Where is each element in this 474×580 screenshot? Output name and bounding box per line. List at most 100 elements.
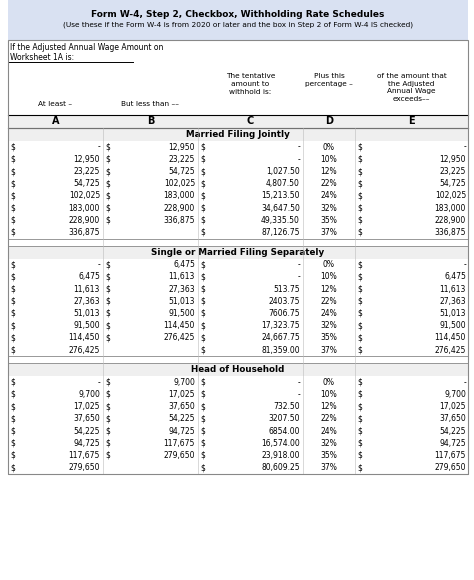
Text: $: $ [200,402,205,411]
Text: 336,875: 336,875 [164,216,195,225]
Text: $: $ [105,167,110,176]
Text: 732.50: 732.50 [273,402,300,411]
Text: 17,025: 17,025 [168,390,195,399]
Text: $: $ [10,402,15,411]
Text: $: $ [357,167,362,176]
Text: 17,323.75: 17,323.75 [261,321,300,330]
Text: Plus this
percentage –: Plus this percentage – [305,73,353,87]
Text: 80,609.25: 80,609.25 [261,463,300,472]
Text: 32%: 32% [320,439,337,448]
Text: $: $ [357,191,362,201]
Text: 117,675: 117,675 [164,439,195,448]
Text: $: $ [357,321,362,330]
Text: 7606.75: 7606.75 [268,309,300,318]
Text: 336,875: 336,875 [435,228,466,237]
Text: $: $ [10,179,15,188]
Text: 37,650: 37,650 [439,414,466,423]
Text: 117,675: 117,675 [69,451,100,460]
Text: $: $ [10,273,15,281]
Text: $: $ [10,309,15,318]
Text: The tentative
amount to
withhold is:: The tentative amount to withhold is: [226,73,275,95]
Text: $: $ [105,427,110,436]
Text: $: $ [357,309,362,318]
Text: 94,725: 94,725 [168,427,195,436]
Text: 513.75: 513.75 [273,285,300,293]
Text: $: $ [105,439,110,448]
Text: 183,000: 183,000 [164,191,195,201]
Text: $: $ [357,297,362,306]
Text: -: - [97,260,100,269]
Text: -: - [463,378,466,387]
Text: $: $ [105,297,110,306]
Text: $: $ [105,414,110,423]
Text: $: $ [105,451,110,460]
Text: $: $ [200,204,205,213]
Text: $: $ [10,155,15,164]
Text: 10%: 10% [320,390,337,399]
Text: 23,918.00: 23,918.00 [262,451,300,460]
Text: 54,725: 54,725 [439,179,466,188]
Text: $: $ [200,334,205,342]
Text: $: $ [105,155,110,164]
Text: Form W-4, Step 2, Checkbox, Withholding Rate Schedules: Form W-4, Step 2, Checkbox, Withholding … [91,10,385,19]
Text: 87,126.75: 87,126.75 [262,228,300,237]
Text: 27,363: 27,363 [168,285,195,293]
Text: $: $ [357,216,362,225]
Text: $: $ [357,451,362,460]
Text: 0%: 0% [323,378,335,387]
Text: $: $ [105,273,110,281]
Text: $: $ [200,439,205,448]
Text: $: $ [105,191,110,201]
Text: 37,650: 37,650 [168,402,195,411]
Text: Single or Married Filing Separately: Single or Married Filing Separately [151,248,325,256]
Text: -: - [297,143,300,151]
Text: 228,900: 228,900 [69,216,100,225]
Text: $: $ [357,179,362,188]
Text: $: $ [357,414,362,423]
Text: $: $ [200,260,205,269]
Bar [8,128,468,141]
Text: 228,900: 228,900 [164,204,195,213]
Text: 6854.00: 6854.00 [268,427,300,436]
Text: $: $ [357,204,362,213]
Text: -: - [297,378,300,387]
Text: $: $ [357,334,362,342]
Text: 54,225: 54,225 [439,427,466,436]
Text: $: $ [105,216,110,225]
Text: $: $ [200,378,205,387]
Text: $: $ [10,260,15,269]
Text: 6,475: 6,475 [78,273,100,281]
Text: $: $ [10,414,15,423]
Text: 12,950: 12,950 [439,155,466,164]
Text: -: - [297,273,300,281]
Text: 51,013: 51,013 [439,309,466,318]
Text: $: $ [105,179,110,188]
Text: 102,025: 102,025 [435,191,466,201]
Text: 12%: 12% [321,167,337,176]
Text: 0%: 0% [323,260,335,269]
Text: 91,500: 91,500 [168,309,195,318]
Bar [8,245,468,259]
Text: 9,700: 9,700 [173,378,195,387]
Text: 51,013: 51,013 [168,297,195,306]
Text: $: $ [10,204,15,213]
Text: 22%: 22% [321,179,337,188]
Text: 102,025: 102,025 [69,191,100,201]
Text: $: $ [200,346,205,354]
Text: $: $ [10,346,15,354]
Text: At least –: At least – [38,101,73,107]
Text: $: $ [10,390,15,399]
Text: $: $ [10,167,15,176]
Text: $: $ [357,390,362,399]
Text: $: $ [357,378,362,387]
Text: 228,900: 228,900 [435,216,466,225]
Text: -: - [297,260,300,269]
Text: $: $ [357,439,362,448]
Text: 54,225: 54,225 [168,414,195,423]
Text: 23,225: 23,225 [73,167,100,176]
Text: 12%: 12% [321,402,337,411]
Text: -: - [97,378,100,387]
Text: $: $ [357,346,362,354]
Text: 94,725: 94,725 [73,439,100,448]
Text: 9,700: 9,700 [78,390,100,399]
